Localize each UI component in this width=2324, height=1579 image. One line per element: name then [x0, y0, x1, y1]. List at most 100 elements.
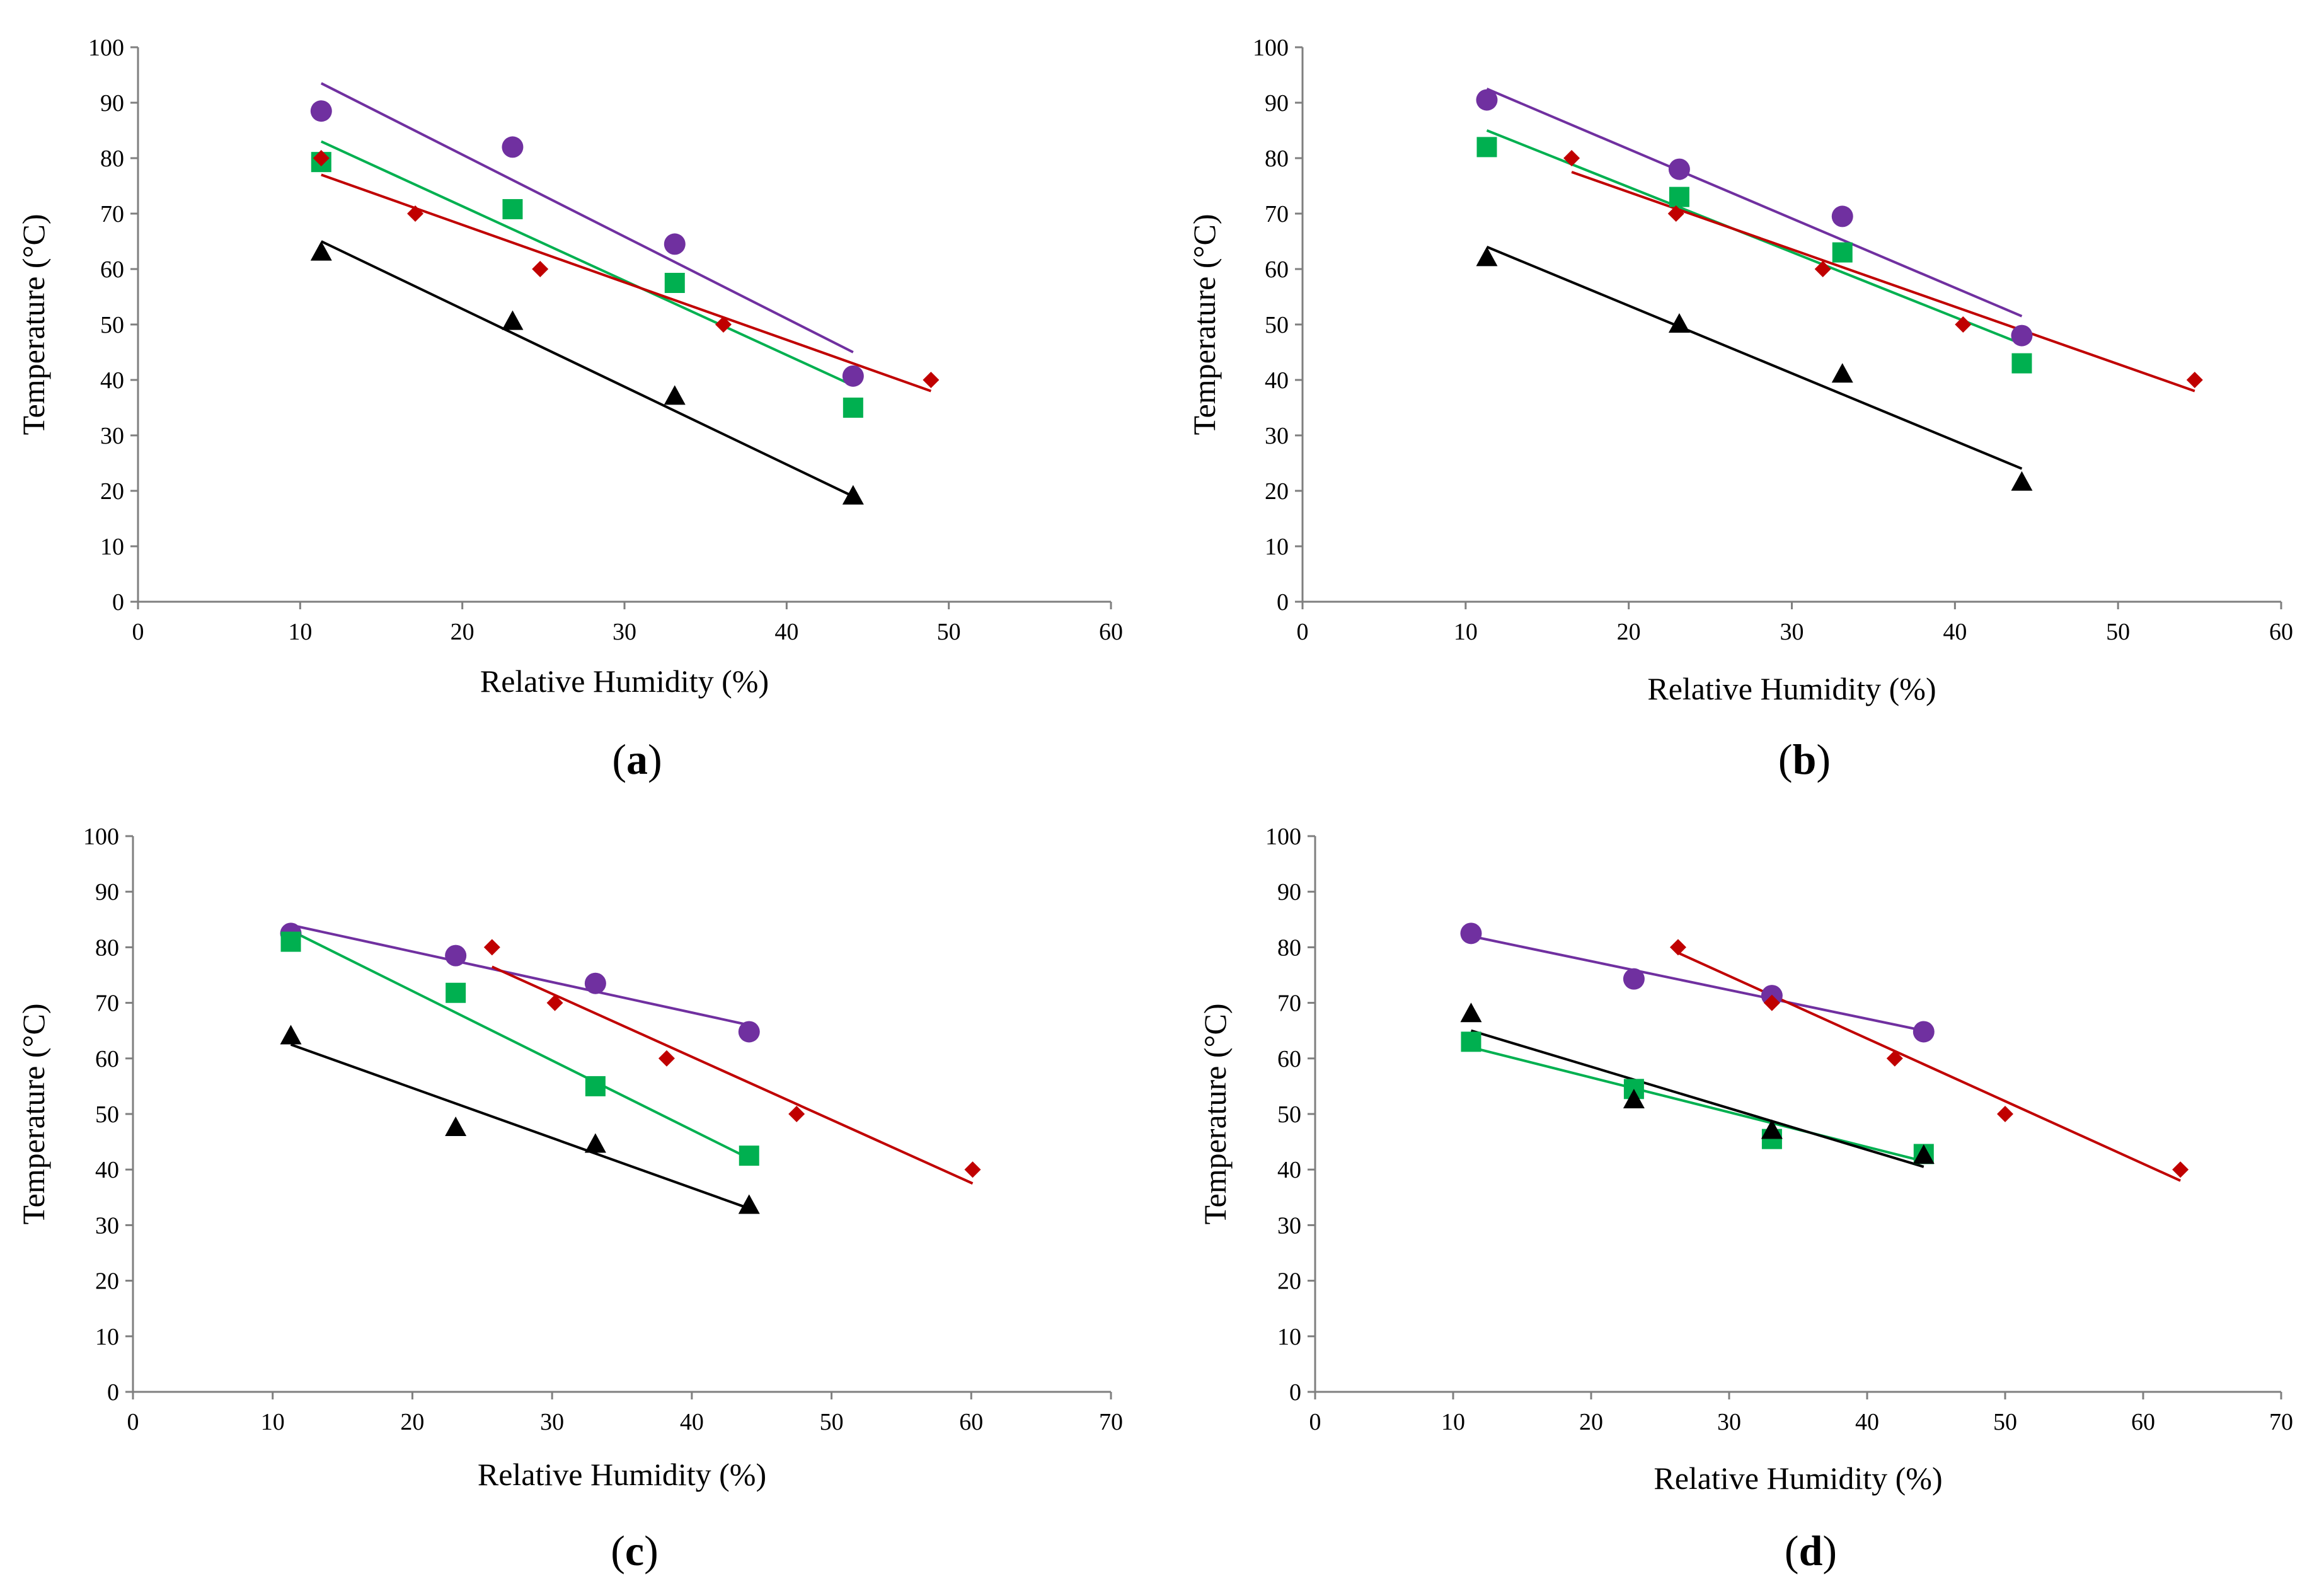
x-tick-label: 30 [540, 1409, 564, 1435]
data-point-triangle [1476, 246, 1498, 267]
y-tick-label: 70 [1277, 990, 1301, 1017]
x-axis-title: Relative Humidity (%) [1654, 1461, 1942, 1496]
x-tick-label: 30 [1780, 619, 1804, 645]
data-point-circle [1476, 89, 1498, 111]
data-point-square [664, 273, 685, 293]
x-tick-label: 60 [2269, 619, 2293, 645]
data-point-circle [1913, 1021, 1935, 1043]
data-point-square [739, 1145, 759, 1166]
data-point-diamond [1763, 994, 1780, 1011]
data-point-diamond [2172, 1161, 2189, 1178]
trendline-triangle [1470, 1029, 1924, 1168]
trendline-square [1470, 1046, 1924, 1163]
x-tick-label: 0 [1297, 619, 1309, 645]
y-tick-label: 10 [100, 534, 124, 560]
data-point-diamond [2186, 372, 2203, 388]
y-tick-label: 50 [1265, 312, 1289, 338]
data-point-diamond [1667, 205, 1684, 222]
y-tick-label: 90 [1265, 90, 1289, 117]
data-point-triangle [2011, 471, 2033, 491]
y-tick-label: 60 [95, 1046, 119, 1072]
x-tick-label: 50 [1993, 1409, 2017, 1435]
panel-label: (a) [612, 735, 662, 783]
y-tick-label: 40 [1277, 1157, 1301, 1183]
data-point-circle [1623, 968, 1645, 990]
data-point-circle [584, 972, 606, 994]
y-tick-label: 40 [95, 1157, 119, 1183]
panel-label: (c) [611, 1527, 659, 1575]
data-point-diamond [483, 939, 500, 956]
data-point-diamond [1886, 1050, 1903, 1067]
x-tick-label: 70 [2269, 1409, 2293, 1435]
x-tick-label: 20 [1579, 1409, 1603, 1435]
trendline-triangle [290, 1043, 750, 1210]
y-tick-label: 10 [95, 1324, 119, 1350]
x-tick-label: 20 [1617, 619, 1641, 645]
data-point-triangle [842, 485, 864, 505]
trendline-square [290, 929, 750, 1160]
data-point-square [2011, 353, 2032, 374]
data-point-square [446, 982, 466, 1003]
y-tick-label: 90 [1277, 879, 1301, 905]
data-point-square [1461, 1031, 1481, 1052]
trendline-circle [1486, 88, 2023, 318]
x-tick-label: 10 [261, 1409, 285, 1435]
data-point-circle [445, 945, 467, 967]
trendline-diamond [321, 173, 932, 393]
y-tick-label: 80 [1277, 934, 1301, 961]
data-point-circle [1831, 205, 1853, 227]
data-point-square [585, 1076, 606, 1096]
chart-panel-d: 0 10 20 30 40 50 60 70 80 90 100 0 10 20 30 40 50 60 70 Rel… [1197, 824, 2293, 1575]
x-tick-label: 30 [1717, 1409, 1741, 1435]
data-point-triangle [1668, 313, 1690, 333]
data-point-square [280, 931, 301, 952]
x-tick-label: 20 [400, 1409, 424, 1435]
y-axis-title: Temperature (°C) [16, 214, 51, 435]
data-point-triangle [1761, 1119, 1783, 1139]
trendline-circle [290, 924, 750, 1026]
trendline-square [320, 140, 854, 387]
data-point-diamond [313, 150, 330, 166]
y-tick-label: 70 [95, 990, 119, 1017]
y-tick-label: 30 [100, 423, 124, 449]
y-tick-label: 20 [100, 478, 124, 505]
data-point-square [1669, 187, 1689, 207]
y-tick-label: 40 [100, 367, 124, 394]
data-point-circle [664, 233, 686, 255]
y-tick-label: 30 [1277, 1212, 1301, 1239]
data-point-triangle [584, 1133, 606, 1153]
x-axis-title: Relative Humidity (%) [480, 663, 769, 699]
y-tick-label: 100 [1253, 35, 1289, 61]
data-point-triangle [502, 310, 524, 330]
data-point-square [1476, 137, 1497, 158]
x-tick-label: 10 [1454, 619, 1478, 645]
x-tick-label: 60 [1099, 619, 1123, 645]
data-point-circle [1668, 158, 1690, 180]
data-point-diamond [715, 316, 732, 333]
x-tick-label: 10 [288, 619, 312, 645]
y-tick-label: 100 [1265, 824, 1301, 850]
data-point-triangle [1460, 1002, 1482, 1023]
data-point-diamond [1955, 316, 1972, 333]
trendline-circle [1471, 934, 1924, 1032]
x-tick-label: 40 [1855, 1409, 1879, 1435]
y-tick-label: 60 [1265, 256, 1289, 283]
chart-panel-a: 0 10 20 30 40 50 60 70 80 90 100 0 10 20 30 40 50 60 Relat… [16, 35, 1123, 783]
y-tick-label: 40 [1265, 367, 1289, 394]
data-point-diamond [658, 1050, 675, 1067]
y-tick-label: 0 [1277, 589, 1289, 616]
data-point-diamond [532, 261, 549, 277]
y-tick-label: 0 [1289, 1379, 1301, 1406]
data-point-diamond [546, 994, 563, 1011]
trendline-triangle [320, 240, 854, 498]
data-point-diamond [1814, 261, 1831, 277]
chart-panel-c: 0 10 20 30 40 50 60 70 80 90 100 0 10 20 30 40 50 60 70 Rel… [16, 824, 1123, 1575]
y-tick-label: 80 [95, 934, 119, 961]
data-point-circle [738, 1021, 760, 1043]
panel-label-letter: c [625, 1527, 644, 1575]
x-tick-label: 50 [820, 1409, 844, 1435]
panel-label: (b) [1778, 735, 1831, 783]
y-axis-title: Temperature (°C) [1197, 1003, 1233, 1224]
data-point-circle [2011, 324, 2033, 347]
